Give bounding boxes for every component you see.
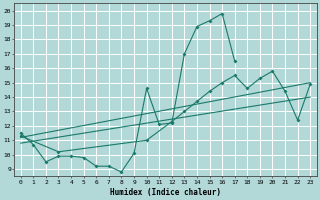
X-axis label: Humidex (Indice chaleur): Humidex (Indice chaleur) xyxy=(110,188,221,197)
